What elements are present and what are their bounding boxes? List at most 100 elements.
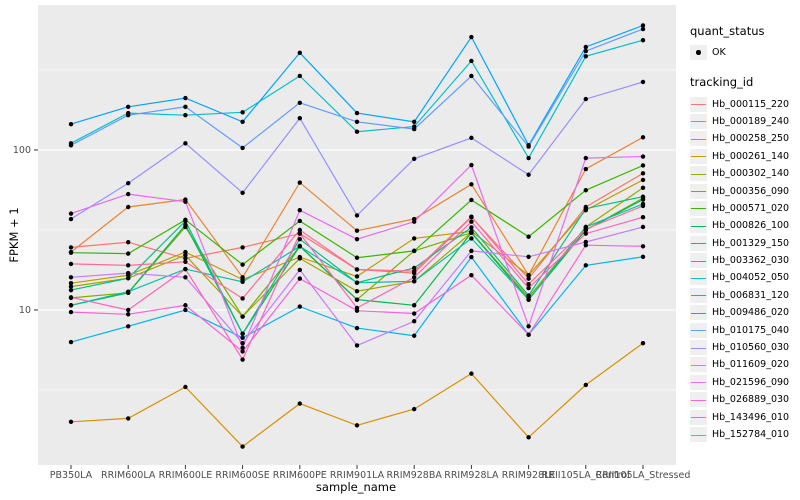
legend-key-line-icon [690,200,707,216]
series-color-line [691,121,706,123]
series-color-line [691,347,706,349]
legend-entry-Hb_011609_020: Hb_011609_020 [690,356,800,373]
data-point [240,245,245,250]
data-point [126,191,131,197]
data-point [297,50,302,55]
data-point [412,156,417,162]
legend-entry-label: Hb_001329_150 [712,237,790,249]
data-point [354,267,360,272]
data-point [640,79,646,85]
series-color-line [691,173,706,175]
data-point [583,226,588,232]
data-point [640,23,646,28]
data-point [583,263,588,268]
legend-key-line-icon [690,148,707,164]
data-point [297,227,302,233]
legend-entry-Hb_003362_030: Hb_003362_030 [690,252,800,269]
data-point [354,110,360,116]
data-point [354,228,360,233]
data-point [354,423,360,428]
data-point [240,444,245,449]
data-point [469,162,474,168]
data-point [526,324,531,329]
data-point [183,384,188,390]
data-point [297,115,302,121]
data-point [583,155,588,161]
x-tick-label: RRIM928BA [387,470,443,481]
data-point [183,95,188,101]
y-axis-title: FPKM + 1 [7,207,21,263]
legend-entry-Hb_026889_030: Hb_026889_030 [690,391,800,408]
data-point [240,296,245,301]
legend-entry-Hb_000826_100: Hb_000826_100 [690,217,800,234]
legend-entry-Hb_000356_090: Hb_000356_090 [690,182,800,199]
x-tick-label: RRII105LA_Control [542,470,630,481]
data-point [126,307,131,313]
data-point [469,135,474,141]
x-tick-label: RRIM600LA [101,470,156,481]
data-point [469,230,474,235]
data-point [469,58,474,64]
data-point [412,119,417,124]
x-tick-label: RRIM928LA [444,470,499,481]
legend-entry-Hb_009486_020: Hb_009486_020 [690,304,800,321]
data-point [526,276,531,281]
legend-entry-Hb_010560_030: Hb_010560_030 [690,339,800,356]
data-point [412,333,417,338]
data-point [412,126,417,132]
legend-entry-label: Hb_152784_010 [712,429,790,440]
legend-entry-label: Hb_010175_040 [712,324,790,336]
data-point [68,216,74,222]
legend-entry-label: Hb_021596_090 [712,376,790,388]
legend-entry-Hb_000302_140: Hb_000302_140 [690,165,800,182]
data-point [297,236,302,242]
y-tick-label: 10 [19,305,31,316]
data-point [354,213,360,218]
data-point [526,332,531,337]
data-point [183,307,188,313]
data-point [640,254,646,259]
legend-key-line-icon [690,253,707,269]
legend-key-line-icon [690,113,707,129]
legend-entry-Hb_000189_240: Hb_000189_240 [690,113,800,130]
data-point [354,297,360,302]
data-point [526,435,531,440]
data-point [412,268,417,274]
data-point [126,240,131,245]
data-point [412,311,417,316]
legend-entry-Hb_010175_040: Hb_010175_040 [690,321,800,338]
data-point [297,244,302,249]
data-point [469,197,474,203]
data-point [240,357,245,362]
data-point [469,272,474,278]
legend-entry-Hb_000261_140: Hb_000261_140 [690,148,800,165]
legend-key-line-icon [690,322,707,338]
data-point [640,38,646,43]
data-point [583,242,588,248]
data-point [640,185,646,191]
data-point [469,73,474,79]
data-point [183,199,188,204]
data-point [68,309,74,315]
data-point [183,249,188,255]
data-point [640,163,646,168]
data-point [183,112,188,118]
legend-key-line-icon [690,305,707,321]
legend-entry-label: Hb_011609_020 [712,359,790,371]
data-point [126,204,131,210]
legend-quant-status-title: quant_status [690,24,765,38]
data-point [68,303,74,308]
legend-key-line-icon [690,183,707,199]
data-point [640,214,646,220]
legend-tracking-entries: Hb_000115_220 Hb_000189_240 Hb_000258_250 H… [690,95,800,443]
data-point [469,248,474,254]
data-point [183,266,188,272]
legend-entry-label: Hb_000189_240 [712,115,790,127]
data-point [126,312,131,317]
data-point [183,259,188,264]
data-point [297,267,302,273]
data-point [469,254,474,260]
data-point [183,222,188,228]
legend-key-line-icon [690,392,707,408]
